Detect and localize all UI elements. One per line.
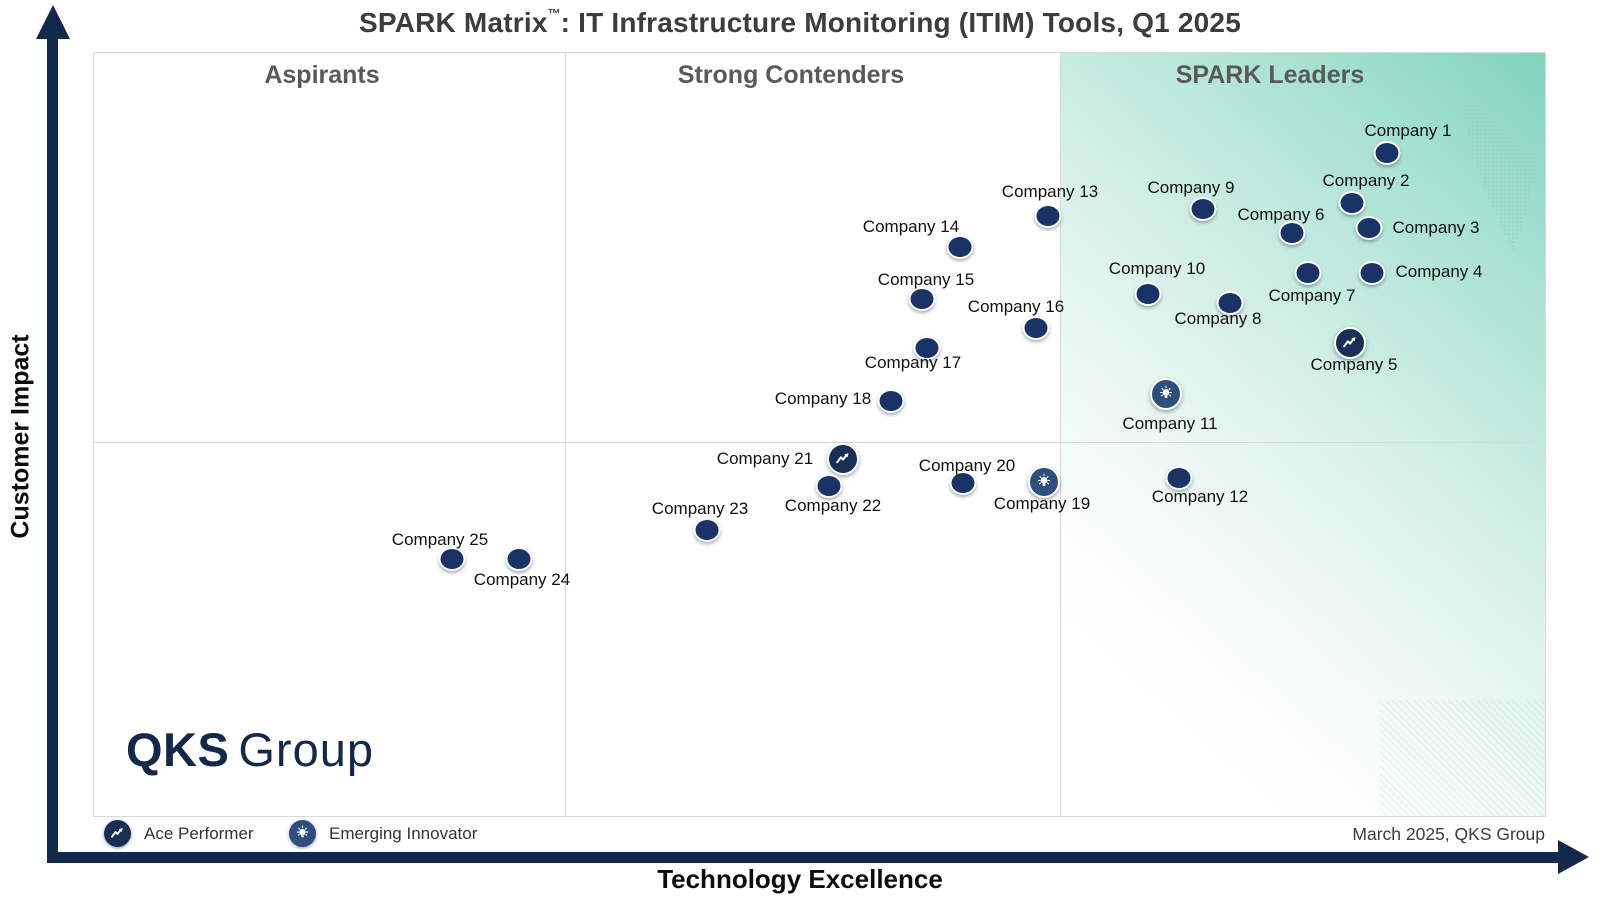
- company-point: [438, 547, 466, 571]
- x-axis-arrowhead-icon: [1558, 840, 1589, 874]
- company-point: [946, 235, 974, 259]
- emerging-innovator-icon: [289, 820, 316, 847]
- quadrant-divider-1: [565, 53, 566, 816]
- company-label: Company 2: [1322, 171, 1410, 190]
- quadrant-title-aspirants: Aspirants: [264, 61, 380, 89]
- company-point: [1034, 204, 1062, 228]
- company-label: Company 5: [1310, 355, 1398, 374]
- company-point: [1216, 291, 1244, 315]
- company-point: [1022, 316, 1050, 340]
- company-label: Company 7: [1268, 286, 1356, 305]
- company-point: [505, 547, 533, 571]
- company-point: [1338, 191, 1366, 215]
- company-label: Company 17: [864, 353, 962, 372]
- emerging-innovator-point: [1028, 466, 1060, 498]
- company-point: [1358, 261, 1386, 285]
- company-label: Company 19: [993, 494, 1091, 513]
- quadrant-divider-2: [1060, 53, 1061, 816]
- company-label: Company 14: [862, 217, 960, 236]
- company-label: Company 3: [1392, 218, 1480, 237]
- company-point: [815, 474, 843, 498]
- company-label: Company 10: [1108, 259, 1206, 278]
- company-label: Company 24: [473, 570, 571, 589]
- emerging-innovator-point: [1150, 378, 1182, 410]
- company-label: Company 6: [1237, 205, 1325, 224]
- company-point: [913, 336, 941, 360]
- footer-date-note: March 2025, QKS Group: [1352, 824, 1545, 844]
- quadrant-divider-horizontal: [94, 442, 1545, 443]
- company-label: Company 13: [1001, 182, 1099, 201]
- quadrant-title-spark-leaders: SPARK Leaders: [1175, 61, 1365, 89]
- quadrant-title-strong-contenders: Strong Contenders: [677, 61, 905, 89]
- logo-bold-text: QKS: [126, 723, 230, 776]
- company-point: [1373, 141, 1401, 165]
- company-label: Company 21: [716, 449, 814, 468]
- dotted-blob-decoration: [1461, 53, 1545, 253]
- company-label: Company 23: [651, 499, 749, 518]
- x-axis-label: Technology Excellence: [657, 864, 943, 894]
- company-label: Company 25: [391, 530, 489, 549]
- company-label: Company 16: [967, 297, 1065, 316]
- company-point: [877, 389, 905, 413]
- logo-light-text: Group: [238, 723, 374, 776]
- y-axis-line: [47, 36, 58, 862]
- ace-performer-point: [1334, 327, 1366, 359]
- page-title: SPARK Matrix™: IT Infrastructure Monitor…: [0, 6, 1600, 39]
- trademark-symbol: ™: [547, 6, 561, 21]
- company-label: Company 20: [918, 456, 1016, 475]
- spark-leaders-gradient: [1060, 53, 1545, 816]
- legend-label-emerging-innovator: Emerging Innovator: [329, 823, 478, 843]
- company-label: Company 8: [1174, 309, 1262, 328]
- company-point: [1134, 282, 1162, 306]
- company-label: Company 22: [784, 496, 882, 515]
- x-axis-line: [47, 852, 1560, 863]
- company-point: [908, 287, 936, 311]
- qks-group-logo: QKS Group: [126, 722, 374, 777]
- title-rest: : IT Infrastructure Monitoring (ITIM) To…: [560, 7, 1241, 38]
- legend-item-emerging-innovator: Emerging Innovator: [289, 820, 477, 847]
- company-point: [1189, 197, 1217, 221]
- company-label: Company 1: [1364, 121, 1452, 140]
- company-point: [949, 471, 977, 495]
- ace-performer-point: [827, 443, 859, 475]
- y-axis-arrowhead-icon: [36, 5, 70, 39]
- company-label: Company 12: [1151, 487, 1249, 506]
- company-label: Company 15: [877, 270, 975, 289]
- company-point: [1278, 221, 1306, 245]
- company-label: Company 11: [1122, 414, 1218, 433]
- title-main: SPARK Matrix: [359, 7, 548, 38]
- company-label: Company 4: [1395, 262, 1483, 281]
- legend-item-ace-performer: Ace Performer: [104, 820, 254, 847]
- corner-hatch-texture: [1380, 700, 1545, 816]
- company-point: [1294, 261, 1322, 285]
- company-point: [1355, 216, 1383, 240]
- company-label: Company 18: [774, 389, 872, 408]
- company-point: [1165, 466, 1193, 490]
- legend-label-ace-performer: Ace Performer: [144, 823, 254, 843]
- ace-performer-icon: [104, 820, 131, 847]
- company-label: Company 9: [1147, 178, 1235, 197]
- y-axis-label: Customer Impact: [6, 334, 35, 539]
- company-point: [693, 518, 721, 542]
